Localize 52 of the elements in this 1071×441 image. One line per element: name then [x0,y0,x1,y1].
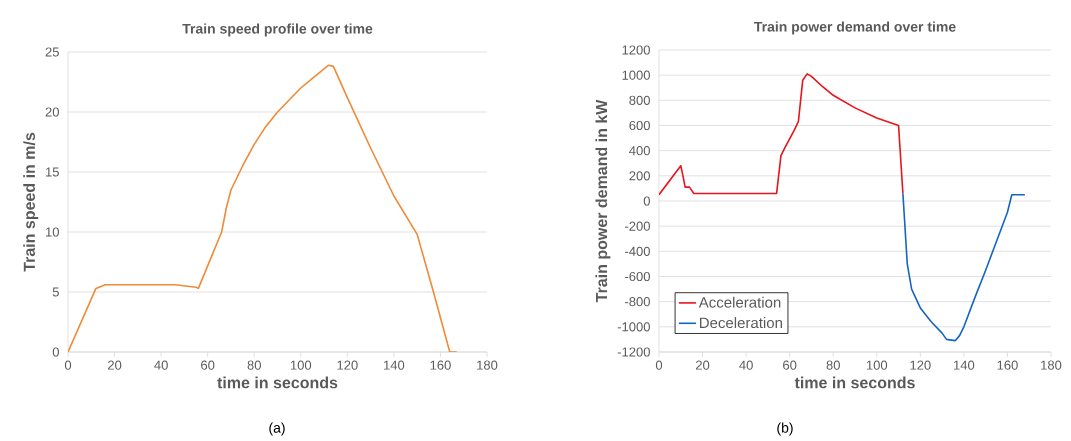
chart-title: Train power demand over time [754,21,956,35]
y-tick-label: -1200 [617,347,650,357]
y-tick-label: 400 [629,146,650,156]
y-tick-label: -600 [625,271,650,282]
y-tick-label: -400 [625,246,650,256]
x-tick-label: 120 [910,360,931,370]
line-series [902,192,1026,342]
line-series [659,73,904,196]
text: (a) [269,422,285,436]
x-tick-label: 40 [739,360,753,370]
y-tick-label: -200 [625,221,650,231]
line-series [68,64,458,352]
x-tick-label: 120 [337,360,358,370]
y-tick-label: -1000 [617,322,650,332]
y-tick-label: 15 [46,167,59,177]
y-tick-label: 1200 [622,45,650,55]
x-tick-label: 140 [384,360,405,370]
y-axis-title: Train power demand in kW [595,99,611,303]
y-tick-label: 200 [629,171,650,181]
x-tick-label: 60 [201,360,215,370]
x-tick-label: 160 [997,360,1018,370]
x-tick-label: 80 [826,360,840,370]
x-tick-label: 80 [247,360,261,370]
x-tick-label: 40 [154,360,168,370]
x-axis-title: time in seconds [794,376,915,389]
y-axis-title: Train speed in m/s [23,132,39,272]
x-tick-label: 100 [290,360,312,370]
y-tick-label: 0 [52,347,59,357]
y-tick-label: -800 [625,297,650,307]
chart-title: Train speed profile over time [182,23,373,37]
y-tick-label: 600 [629,120,650,131]
y-tick-label: 25 [45,47,59,57]
x-tick-label: 160 [430,360,451,370]
text: (b) [777,422,793,436]
y-tick-label: 1000 [622,70,650,80]
x-tick-label: 100 [866,360,888,370]
x-tick-label: 20 [695,360,710,370]
x-tick-label: 20 [108,360,122,370]
x-tick-label: 180 [1041,360,1062,370]
legend-label: Deceleration [699,317,782,329]
y-tick-label: 5 [52,287,59,297]
x-tick-label: 180 [477,360,498,370]
legend-label: Acceleration [698,296,781,308]
y-tick-label: 0 [643,196,650,206]
x-tick-label: 0 [655,360,663,370]
y-tick-label: 800 [629,95,650,105]
x-tick-label: 140 [954,360,975,370]
x-axis-title: time in seconds [217,376,338,389]
y-tick-label: 10 [46,227,59,237]
y-tick-label: 20 [45,107,59,117]
x-tick-label: 0 [64,360,72,370]
x-tick-label: 60 [783,360,797,370]
